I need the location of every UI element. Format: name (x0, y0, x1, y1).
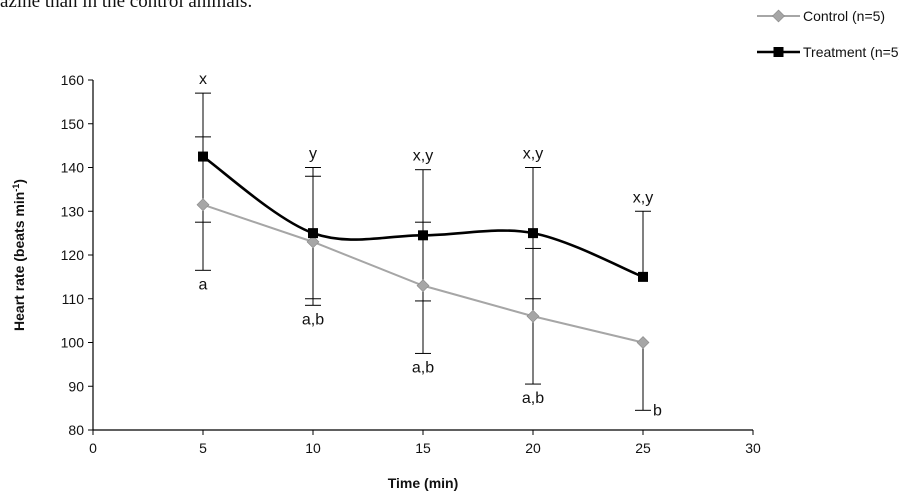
series-markers (196, 151, 650, 349)
y-axis-title: Heart rate (beats min-1) (11, 179, 27, 331)
data-point-control (306, 235, 320, 249)
data-point-treatment (638, 271, 648, 282)
x-tick-label: 15 (415, 440, 431, 456)
y-tick-label: 90 (68, 378, 84, 394)
legend-label: Treatment (n=5) (803, 44, 899, 60)
data-point-control (196, 198, 210, 212)
x-tick-label: 5 (199, 440, 207, 456)
data-point-control (636, 336, 650, 349)
caption-text: azine than in the control animals. (0, 0, 253, 12)
y-tick-label: 130 (61, 203, 85, 219)
annotation-control: a,b (302, 311, 324, 328)
legend-marker (772, 9, 785, 23)
legend: Control (n=5) Treatment (n=5) (757, 8, 899, 60)
y-tick-label: 100 (61, 335, 85, 351)
x-tick-label: 30 (745, 440, 761, 456)
x-tick-label: 20 (525, 440, 541, 456)
y-tick-label: 150 (61, 116, 85, 132)
annotation-control: a,b (522, 390, 544, 407)
y-tick-label: 140 (61, 160, 85, 176)
axes: 80 90 100 110 120 130 140 150 160 0 5 10 15 20 25 30 (61, 72, 761, 456)
annotation-control: b (653, 402, 662, 419)
annotation-treatment: x,y (633, 189, 653, 206)
significance-annotations: a a,b a,b a,b b x y x,y x,y x,y (199, 71, 662, 419)
data-point-treatment (308, 228, 318, 239)
y-axis-title-sup: -1 (11, 184, 21, 192)
x-tick-label: 25 (635, 440, 651, 456)
y-tick-label: 110 (62, 291, 85, 307)
y-axis-title-close: ) (11, 179, 27, 184)
data-point-treatment (198, 151, 208, 162)
annotation-treatment: x,y (523, 146, 543, 163)
annotation-treatment: x (199, 71, 207, 88)
annotation-control: a,b (412, 359, 434, 376)
data-point-treatment (418, 230, 428, 241)
annotation-control: a (199, 276, 208, 293)
legend-marker (773, 47, 784, 57)
data-point-control (416, 279, 430, 293)
annotation-treatment: x,y (413, 148, 433, 165)
x-axis-title: Time (min) (388, 475, 459, 491)
y-tick-label: 120 (61, 247, 85, 263)
y-axis-title-main: Heart rate (beats min (11, 192, 27, 331)
x-tick-label: 10 (305, 440, 321, 456)
y-tick-label: 80 (68, 422, 84, 438)
annotation-treatment: y (309, 146, 317, 163)
x-tick-label: 0 (89, 440, 97, 456)
y-tick-label: 160 (61, 72, 85, 88)
data-point-treatment (528, 228, 538, 239)
legend-label: Control (n=5) (803, 8, 885, 24)
data-point-control (526, 309, 540, 323)
